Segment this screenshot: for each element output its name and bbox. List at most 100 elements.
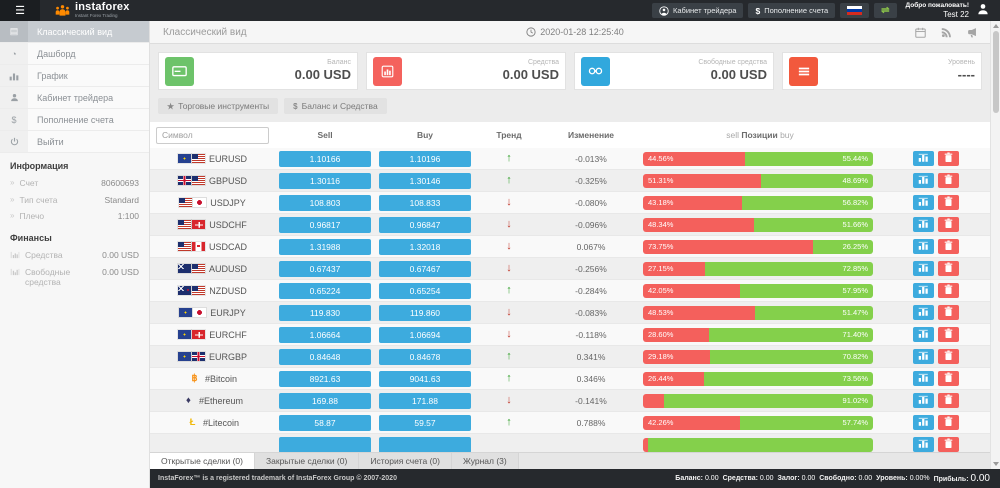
- sell-price-button[interactable]: 0.84648: [279, 348, 371, 365]
- buy-price-button[interactable]: 0.84678: [379, 348, 471, 365]
- remove-symbol-button[interactable]: [938, 173, 959, 188]
- buy-price-button[interactable]: 119.860: [379, 304, 471, 321]
- footer: InstaForex™ is a registered trademark of…: [150, 469, 1000, 488]
- remove-symbol-button[interactable]: [938, 393, 959, 408]
- open-chart-button[interactable]: [913, 393, 934, 408]
- sell-price-button[interactable]: 1.06664: [279, 326, 371, 343]
- sidebar-item-выйти[interactable]: Выйти: [0, 131, 149, 153]
- bottom-tab[interactable]: История счета (0): [359, 453, 452, 469]
- open-chart-button[interactable]: [913, 261, 934, 276]
- open-chart-button[interactable]: [913, 349, 934, 364]
- open-chart-button[interactable]: [913, 415, 934, 430]
- sidebar-item-классический-вид[interactable]: ▤ Классический вид: [0, 21, 149, 43]
- trader-cabinet-button[interactable]: Кабинет трейдера: [652, 3, 744, 18]
- buy-positions-segment: 73.56%: [703, 371, 873, 386]
- exchange-button[interactable]: ⇌: [874, 3, 897, 18]
- bottom-tab[interactable]: Открытые сделки (0): [150, 453, 255, 469]
- sell-price-button[interactable]: [279, 436, 371, 452]
- buy-price-button[interactable]: 0.96847: [379, 216, 471, 233]
- megaphone-icon[interactable]: [967, 27, 978, 38]
- open-chart-button[interactable]: [913, 283, 934, 298]
- buy-price-button[interactable]: 108.833: [379, 194, 471, 211]
- sell-price-button[interactable]: 8921.63: [279, 370, 371, 387]
- toolbar-button[interactable]: ★ Торговые инструменты: [158, 98, 279, 114]
- buy-price-button[interactable]: 59.57: [379, 414, 471, 431]
- symbol-search-input[interactable]: [156, 126, 269, 144]
- sell-price-button[interactable]: 58.87: [279, 414, 371, 431]
- remove-symbol-button[interactable]: [938, 305, 959, 320]
- sidebar-item-кабинет-трейдера[interactable]: Кабинет трейдера: [0, 87, 149, 109]
- calendar-icon[interactable]: [915, 27, 926, 38]
- menu-toggle-button[interactable]: ☰: [0, 0, 40, 21]
- avatar[interactable]: [974, 2, 992, 20]
- scrollbar-thumb[interactable]: [992, 31, 999, 113]
- sidebar-item-пополнение-счета[interactable]: $ Пополнение счета: [0, 109, 149, 131]
- buy-price-button[interactable]: 1.30146: [379, 172, 471, 189]
- remove-symbol-button[interactable]: [938, 217, 959, 232]
- remove-symbol-button[interactable]: [938, 283, 959, 298]
- info-row: » Плечо 1:100: [0, 208, 149, 225]
- language-button[interactable]: [840, 3, 870, 18]
- buy-positions-segment: 57.95%: [739, 283, 873, 298]
- buy-price-button[interactable]: 1.32018: [379, 238, 471, 255]
- symbol-label: EURCHF: [209, 329, 247, 340]
- remove-symbol-button[interactable]: [938, 239, 959, 254]
- sell-price-button[interactable]: 0.65224: [279, 282, 371, 299]
- info-row: Свободные средства 0.00 USD: [0, 264, 149, 291]
- sell-price-button[interactable]: 0.96817: [279, 216, 371, 233]
- open-chart-button[interactable]: [913, 217, 934, 232]
- trend-arrow-icon: ↑: [506, 372, 512, 384]
- instaforex-logo[interactable]: instaforex Instant Forex Trading: [40, 0, 130, 21]
- open-chart-button[interactable]: [913, 195, 934, 210]
- buy-price-button[interactable]: 1.06694: [379, 326, 471, 343]
- change-value: -0.118%: [575, 329, 607, 340]
- change-value: -0.096%: [575, 219, 607, 230]
- remove-symbol-button[interactable]: [938, 151, 959, 166]
- sell-price-button[interactable]: 1.10166: [279, 150, 371, 167]
- eu-flag-icon: [176, 153, 192, 164]
- sell-price-button[interactable]: 1.30116: [279, 172, 371, 189]
- sell-positions-segment: 29.18%: [643, 349, 711, 364]
- remove-symbol-button[interactable]: [938, 261, 959, 276]
- remove-symbol-button[interactable]: [938, 371, 959, 386]
- sidebar-item-график[interactable]: График: [0, 65, 149, 87]
- open-chart-button[interactable]: [913, 239, 934, 254]
- open-chart-button[interactable]: [913, 437, 934, 452]
- rss-icon[interactable]: [941, 27, 952, 38]
- sell-positions-segment: 51.31%: [643, 173, 761, 188]
- remove-symbol-button[interactable]: [938, 195, 959, 210]
- open-chart-button[interactable]: [913, 173, 934, 188]
- footer-stat-value: 0.00: [704, 475, 719, 482]
- sell-positions-segment: 48.53%: [643, 305, 755, 320]
- sell-price-button[interactable]: 1.31988: [279, 238, 371, 255]
- remove-symbol-button[interactable]: [938, 327, 959, 342]
- sell-price-button[interactable]: 108.803: [279, 194, 371, 211]
- scroll-down-arrow-icon[interactable]: [992, 462, 999, 466]
- positions-bar: 44.56% 55.44%: [643, 151, 873, 166]
- buy-price-button[interactable]: 0.65254: [379, 282, 471, 299]
- buy-price-button[interactable]: 0.67467: [379, 260, 471, 277]
- remove-symbol-button[interactable]: [938, 415, 959, 430]
- open-chart-button[interactable]: [913, 327, 934, 342]
- deposit-button[interactable]: $ Пополнение счета: [748, 3, 836, 18]
- bottom-tab[interactable]: Закрытые сделки (0): [254, 453, 360, 469]
- scrollbar[interactable]: [990, 21, 1000, 469]
- footer-stat-label: Свободно:: [819, 475, 857, 482]
- toolbar-button[interactable]: $ Баланс и Средства: [284, 98, 387, 114]
- open-chart-button[interactable]: [913, 371, 934, 386]
- remove-symbol-button[interactable]: [938, 349, 959, 364]
- scroll-up-arrow-icon[interactable]: [992, 24, 999, 28]
- open-chart-button[interactable]: [913, 151, 934, 166]
- buy-price-button[interactable]: [379, 436, 471, 452]
- buy-price-button[interactable]: 171.88: [379, 392, 471, 409]
- main-header: Классический вид 2020-01-28 12:25:40: [150, 21, 1000, 44]
- open-chart-button[interactable]: [913, 305, 934, 320]
- buy-price-button[interactable]: 9041.63: [379, 370, 471, 387]
- buy-price-button[interactable]: 1.10196: [379, 150, 471, 167]
- bottom-tab[interactable]: Журнал (3): [451, 453, 519, 469]
- sell-price-button[interactable]: 119.830: [279, 304, 371, 321]
- sidebar-item-дашборд[interactable]: ◔ Дашборд: [0, 43, 149, 65]
- sell-price-button[interactable]: 169.88: [279, 392, 371, 409]
- remove-symbol-button[interactable]: [938, 437, 959, 452]
- sell-price-button[interactable]: 0.67437: [279, 260, 371, 277]
